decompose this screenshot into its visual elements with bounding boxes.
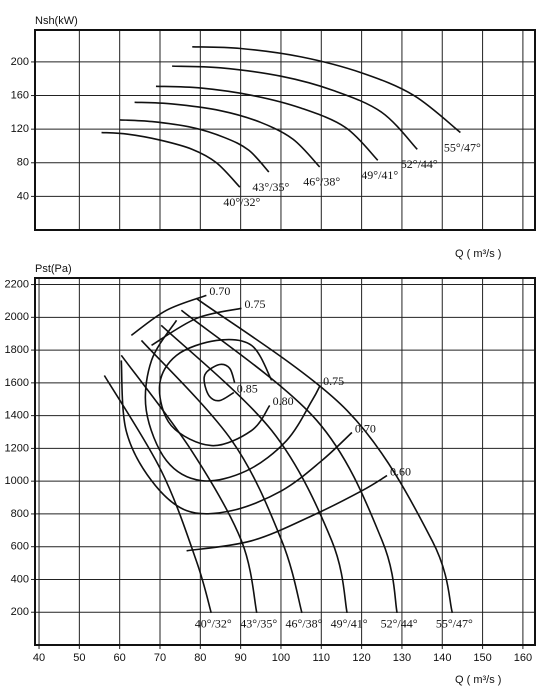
y-tick-label: 120 bbox=[11, 123, 29, 135]
y-tick-label: 160 bbox=[11, 89, 29, 101]
efficiency-contour bbox=[158, 338, 273, 447]
efficiency-label: 0.60 bbox=[390, 464, 411, 478]
efficiency-label: 0.85 bbox=[237, 381, 258, 395]
curve-label: 55°/47° bbox=[436, 617, 473, 631]
curve-label: 40°/32° bbox=[195, 617, 232, 631]
curve-label: 52°/44° bbox=[401, 157, 438, 171]
y-tick-label: 1800 bbox=[5, 344, 29, 356]
x-tick-label: 80 bbox=[194, 652, 206, 664]
performance-curve bbox=[103, 375, 212, 614]
curve-label: 49°/41° bbox=[331, 617, 368, 631]
x-tick-label: 110 bbox=[313, 652, 331, 664]
performance-curve bbox=[192, 46, 461, 134]
x-tick-label: 130 bbox=[393, 652, 411, 664]
y-tick-label: 800 bbox=[11, 508, 29, 520]
efficiency-contour bbox=[120, 360, 353, 515]
curve-label: 43°/35° bbox=[240, 617, 277, 631]
performance-curve bbox=[119, 119, 270, 173]
curve-label: 55°/47° bbox=[444, 140, 481, 154]
y-axis-label: Pst(Pa) bbox=[35, 263, 72, 275]
efficiency-label: 0.70 bbox=[355, 421, 376, 435]
x-tick-label: 100 bbox=[272, 652, 290, 664]
x-tick-label: 70 bbox=[154, 652, 166, 664]
y-tick-label: 2200 bbox=[5, 278, 29, 290]
y-tick-label: 1600 bbox=[5, 377, 29, 389]
x-tick-label: 160 bbox=[514, 652, 532, 664]
y-tick-label: 80 bbox=[17, 157, 29, 169]
efficiency-label: 0.80 bbox=[273, 394, 294, 408]
x-tick-label: 40 bbox=[33, 652, 45, 664]
y-tick-label: 200 bbox=[11, 606, 29, 618]
x-axis-label: Q ( m³/s ) bbox=[455, 674, 501, 686]
performance-curve bbox=[120, 354, 258, 614]
y-tick-label: 1400 bbox=[5, 410, 29, 422]
plot-frame bbox=[34, 29, 536, 231]
x-tick-label: 150 bbox=[473, 652, 491, 664]
curve-label: 49°/41° bbox=[361, 168, 398, 182]
performance-curve bbox=[155, 85, 379, 161]
plot-frame bbox=[34, 277, 536, 646]
curve-label: 46°/38° bbox=[285, 617, 322, 631]
performance-curve bbox=[101, 131, 241, 188]
efficiency-contour bbox=[144, 319, 321, 482]
performance-curve bbox=[160, 324, 348, 614]
efficiency-contour bbox=[151, 307, 242, 347]
curve-label: 43°/35° bbox=[252, 180, 289, 194]
efficiency-label: 0.75 bbox=[244, 297, 265, 311]
efficiency-contour bbox=[203, 363, 236, 402]
performance-curve bbox=[140, 339, 303, 614]
y-tick-label: 1200 bbox=[5, 442, 29, 454]
efficiency-contour bbox=[186, 474, 388, 552]
efficiency-label: 0.75 bbox=[323, 374, 344, 388]
efficiency-label: 0.70 bbox=[209, 284, 230, 298]
curve-label: 46°/38° bbox=[303, 175, 340, 189]
y-axis-label: Nsh(kW) bbox=[35, 15, 78, 27]
y-tick-label: 400 bbox=[11, 573, 29, 585]
efficiency-contour bbox=[130, 294, 207, 336]
curve-label: 40°/32° bbox=[223, 195, 260, 209]
x-tick-label: 60 bbox=[114, 652, 126, 664]
x-axis-label: Q ( m³/s ) bbox=[455, 248, 501, 260]
y-tick-label: 600 bbox=[11, 541, 29, 553]
y-tick-label: 2000 bbox=[5, 311, 29, 323]
x-tick-label: 90 bbox=[235, 652, 247, 664]
performance-curve bbox=[172, 65, 418, 150]
y-tick-label: 200 bbox=[11, 56, 29, 68]
curve-label: 52°/44° bbox=[381, 617, 418, 631]
y-tick-label: 1000 bbox=[5, 475, 29, 487]
performance-curve bbox=[134, 101, 321, 168]
performance-curve bbox=[180, 309, 398, 614]
performance-curve bbox=[195, 297, 454, 614]
x-tick-label: 120 bbox=[352, 652, 370, 664]
y-tick-label: 40 bbox=[17, 190, 29, 202]
x-tick-label: 50 bbox=[73, 652, 85, 664]
x-tick-label: 140 bbox=[433, 652, 451, 664]
